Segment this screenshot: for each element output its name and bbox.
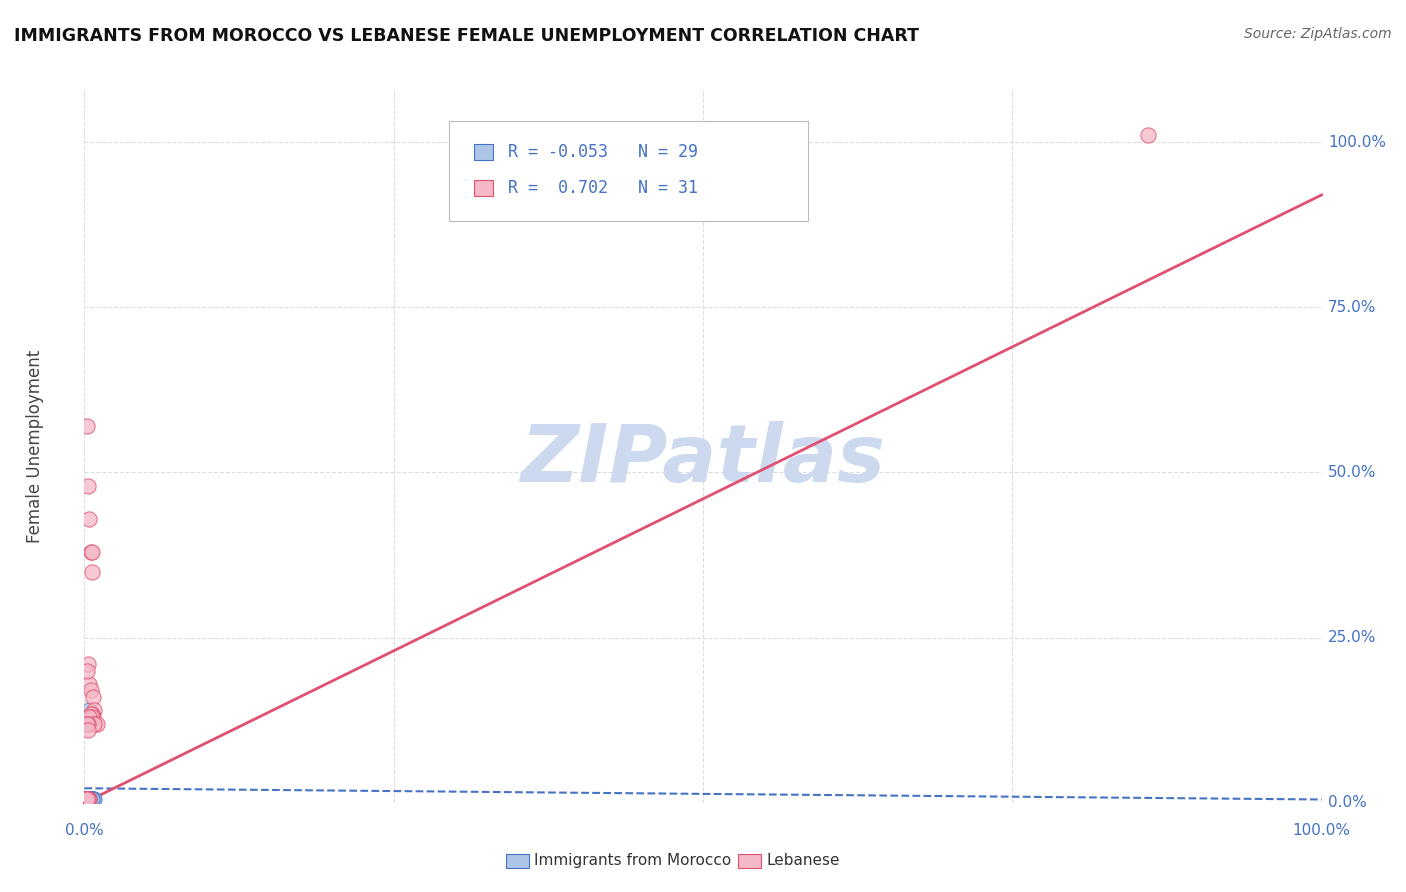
Text: Female Unemployment: Female Unemployment — [25, 350, 44, 542]
Point — [75, 792, 97, 806]
Point — [77, 792, 100, 806]
Point — [77, 723, 100, 738]
Text: R =  0.702   N = 31: R = 0.702 N = 31 — [508, 178, 697, 196]
Point — [83, 716, 105, 731]
Point — [80, 545, 103, 559]
Point — [79, 792, 101, 806]
Point — [77, 478, 100, 492]
Point — [79, 792, 101, 806]
Text: Lebanese: Lebanese — [766, 854, 839, 868]
Point — [76, 792, 98, 806]
Text: 50.0%: 50.0% — [1327, 465, 1376, 480]
Point — [76, 419, 98, 434]
Point — [77, 657, 100, 671]
Point — [77, 792, 100, 806]
Point — [79, 683, 101, 698]
Point — [83, 703, 105, 717]
Text: 0.0%: 0.0% — [1327, 796, 1367, 810]
Point — [79, 511, 101, 525]
Point — [83, 792, 105, 806]
Point — [79, 703, 101, 717]
Point — [76, 664, 98, 678]
Point — [76, 716, 98, 731]
Point — [76, 792, 98, 806]
Point — [79, 792, 101, 806]
Point — [79, 792, 101, 806]
Point — [80, 565, 103, 579]
Point — [79, 710, 101, 724]
Text: 0.0%: 0.0% — [65, 822, 104, 838]
Point — [77, 716, 100, 731]
Point — [77, 792, 100, 806]
Text: IMMIGRANTS FROM MOROCCO VS LEBANESE FEMALE UNEMPLOYMENT CORRELATION CHART: IMMIGRANTS FROM MOROCCO VS LEBANESE FEMA… — [14, 27, 920, 45]
Text: 25.0%: 25.0% — [1327, 630, 1376, 645]
Point — [1137, 128, 1160, 143]
Point — [75, 792, 97, 806]
Point — [75, 792, 97, 806]
Point — [82, 690, 104, 704]
Point — [75, 792, 97, 806]
Point — [76, 792, 98, 806]
Text: 100.0%: 100.0% — [1292, 822, 1351, 838]
Point — [83, 716, 105, 731]
Point — [75, 792, 97, 806]
Point — [75, 792, 97, 806]
Point — [76, 792, 98, 806]
Point — [76, 792, 98, 806]
Point — [77, 792, 100, 806]
Point — [77, 792, 100, 806]
Text: 75.0%: 75.0% — [1327, 300, 1376, 315]
Point — [75, 792, 97, 806]
Point — [77, 792, 100, 806]
Text: Immigrants from Morocco: Immigrants from Morocco — [534, 854, 731, 868]
FancyBboxPatch shape — [450, 121, 808, 221]
Point — [80, 706, 103, 721]
FancyBboxPatch shape — [474, 180, 494, 195]
Point — [75, 792, 97, 806]
Point — [79, 706, 101, 721]
Point — [79, 545, 101, 559]
Point — [76, 792, 98, 806]
FancyBboxPatch shape — [474, 145, 494, 160]
Text: R = -0.053   N = 29: R = -0.053 N = 29 — [508, 143, 697, 161]
Text: Source: ZipAtlas.com: Source: ZipAtlas.com — [1244, 27, 1392, 41]
Point — [79, 710, 101, 724]
Point — [82, 710, 104, 724]
Point — [86, 716, 108, 731]
Text: 100.0%: 100.0% — [1327, 135, 1386, 150]
Point — [75, 792, 97, 806]
Point — [79, 677, 101, 691]
Point — [75, 792, 97, 806]
Point — [76, 710, 98, 724]
Point — [82, 792, 104, 806]
Point — [80, 792, 103, 806]
Point — [80, 710, 103, 724]
Point — [80, 792, 103, 806]
Point — [75, 792, 97, 806]
Point — [77, 792, 100, 806]
Point — [75, 792, 97, 806]
Text: ZIPatlas: ZIPatlas — [520, 421, 886, 500]
